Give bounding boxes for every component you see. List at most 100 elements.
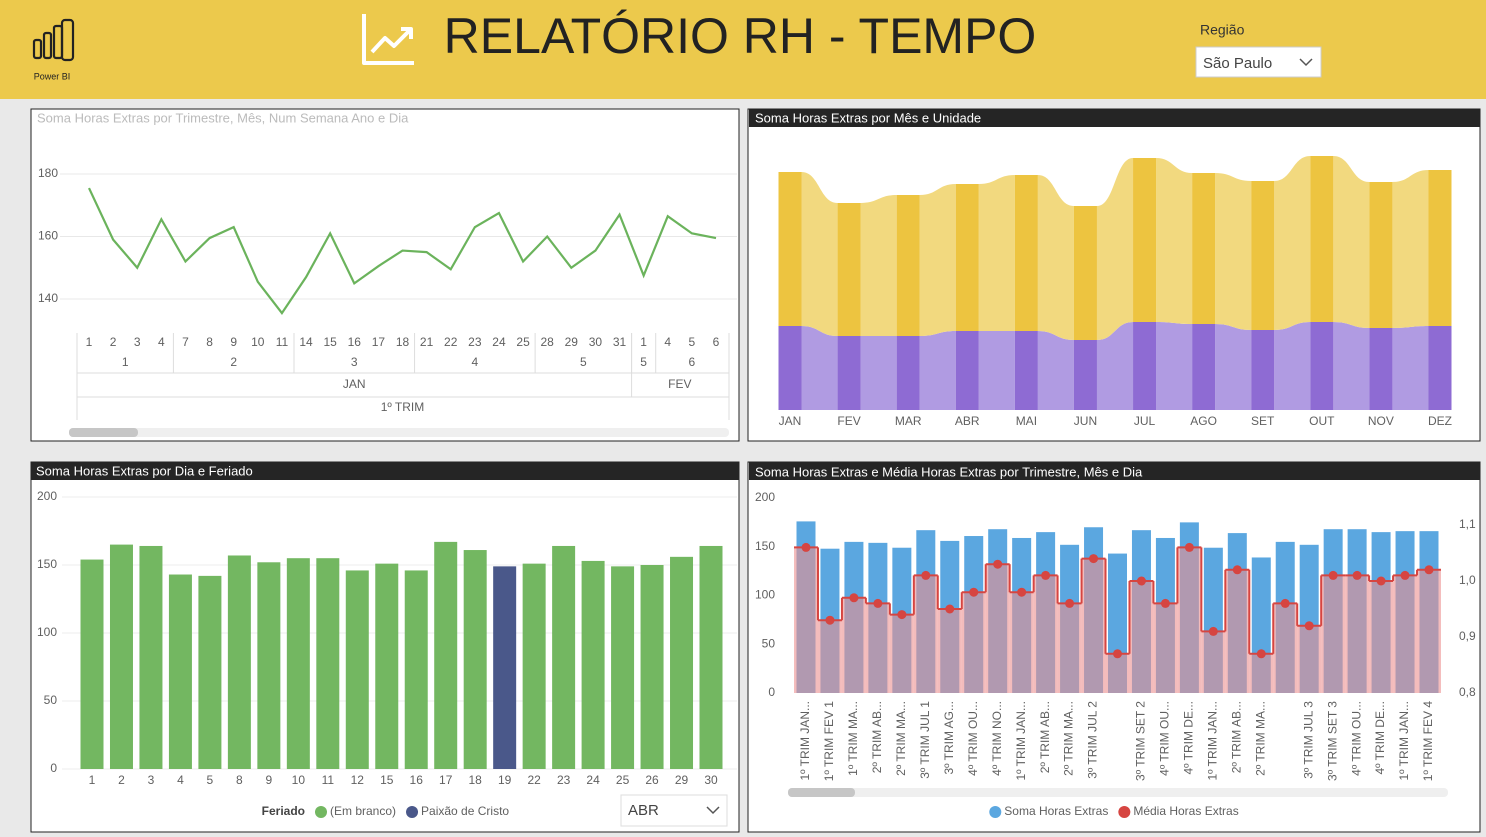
x-tick-label: ABR (955, 414, 980, 428)
bar (345, 570, 369, 769)
region-dropdown[interactable] (1195, 46, 1322, 78)
ribbon (1156, 322, 1193, 410)
month-slicer[interactable] (620, 794, 728, 827)
axis-group-label: 5 (640, 355, 647, 369)
x-tick-label: 3 (134, 335, 141, 349)
axis-group-label: JAN (343, 377, 366, 391)
y-tick-label: 50 (762, 636, 776, 650)
x-tick-label: 19 (498, 773, 512, 787)
legend-label: Média Horas Extras (1133, 804, 1238, 818)
step-area (865, 603, 890, 693)
x-tick-label: 4º TRIM OU... (966, 701, 980, 776)
scrollbar-thumb[interactable] (788, 788, 855, 797)
step-area (1105, 653, 1130, 693)
x-tick-label: 8 (236, 773, 243, 787)
point (1232, 565, 1242, 575)
powerbi-logo (32, 18, 75, 62)
region-value: São Paulo (1203, 55, 1272, 72)
chart-title: Soma Horas Extras e Média Horas Extras p… (755, 464, 1143, 479)
step-area (1369, 581, 1394, 693)
x-tick-label: 23 (468, 335, 482, 349)
bar (611, 566, 635, 769)
ribbon (978, 175, 1015, 331)
x-tick-label: DEZ (1428, 414, 1452, 428)
point (1089, 554, 1099, 564)
point (1424, 565, 1434, 575)
step-area (1297, 625, 1322, 693)
x-tick-label: 1 (640, 335, 647, 349)
ribbon (1274, 322, 1311, 410)
ribbon (801, 326, 838, 410)
step-area (889, 614, 914, 693)
x-tick-label: 6 (713, 335, 720, 349)
x-tick-label: 15 (380, 773, 394, 787)
bar (168, 574, 192, 769)
step-area (1033, 575, 1058, 693)
ribbon (1274, 156, 1311, 330)
x-tick-label: 10 (292, 773, 306, 787)
x-tick-label: 2º TRIM MA... (894, 701, 908, 776)
bar (522, 563, 546, 769)
x-tick-label: 10 (251, 335, 265, 349)
ribbon-column (1310, 322, 1334, 410)
ribbon-column (955, 331, 979, 410)
ribbon-column (1014, 331, 1038, 410)
ribbon-column (1133, 322, 1157, 410)
step-area (841, 597, 866, 693)
step-area (1273, 603, 1298, 693)
y2-tick-label: 1,1 (1459, 517, 1476, 531)
axis-group-label: 3 (351, 355, 358, 369)
ribbon (1333, 322, 1370, 410)
x-tick-label: 17 (439, 773, 453, 787)
y-tick-label: 200 (755, 490, 775, 504)
ribbon-column (778, 172, 802, 326)
point (897, 610, 907, 620)
dropdown-chevron (706, 806, 720, 815)
step-area (817, 620, 842, 693)
ribbon-column (896, 336, 920, 410)
bar (80, 559, 104, 769)
scrollbar-thumb[interactable] (69, 428, 138, 437)
step-area (794, 547, 818, 693)
step-area (1081, 558, 1106, 693)
trend-icon (362, 14, 414, 65)
step-area (1417, 569, 1441, 693)
x-tick-label: 2 (110, 335, 117, 349)
x-tick-label: 1º TRIM JAN... (798, 701, 812, 781)
ribbon (1215, 173, 1252, 330)
point (1352, 570, 1362, 580)
legend-marker (406, 806, 419, 818)
page-title: RELATÓRIO RH - TEMPO (444, 8, 1037, 64)
ribbon (1096, 322, 1134, 410)
x-tick-label: 1º TRIM MA... (846, 701, 860, 776)
x-tick-label: 30 (589, 335, 603, 349)
y2-tick-label: 0,8 (1459, 685, 1476, 699)
step-area (1177, 547, 1202, 693)
y-tick-label: 140 (38, 291, 58, 305)
ribbon-column (1369, 182, 1393, 328)
x-tick-label: 26 (645, 773, 659, 787)
point (1304, 621, 1314, 631)
ribbon (1215, 324, 1252, 410)
x-tick-label: SET (1251, 414, 1275, 428)
ribbon-column (1192, 324, 1216, 410)
x-tick-label: JUL (1134, 414, 1156, 428)
bar (286, 558, 310, 769)
x-tick-label: 4 (177, 773, 184, 787)
ribbon (1392, 326, 1429, 410)
y2-tick-label: 1,0 (1459, 573, 1476, 587)
step-area (913, 575, 938, 693)
y2-tick-label: 0,9 (1459, 629, 1476, 643)
x-tick-label: 4º TRIM DE... (1182, 701, 1196, 775)
x-tick-label: 4º TRIM NO... (990, 701, 1004, 776)
x-tick-label: NOV (1368, 414, 1394, 428)
ribbon-column (837, 336, 861, 410)
x-tick-label: 12 (351, 773, 365, 787)
step-area (1129, 581, 1154, 693)
panel-header (749, 462, 1480, 480)
point (873, 598, 883, 608)
x-tick-label: 7 (182, 335, 189, 349)
x-tick-label: 3º TRIM AG... (942, 701, 956, 775)
axis-group-label: 1 (122, 355, 129, 369)
ribbon-column (778, 326, 802, 410)
